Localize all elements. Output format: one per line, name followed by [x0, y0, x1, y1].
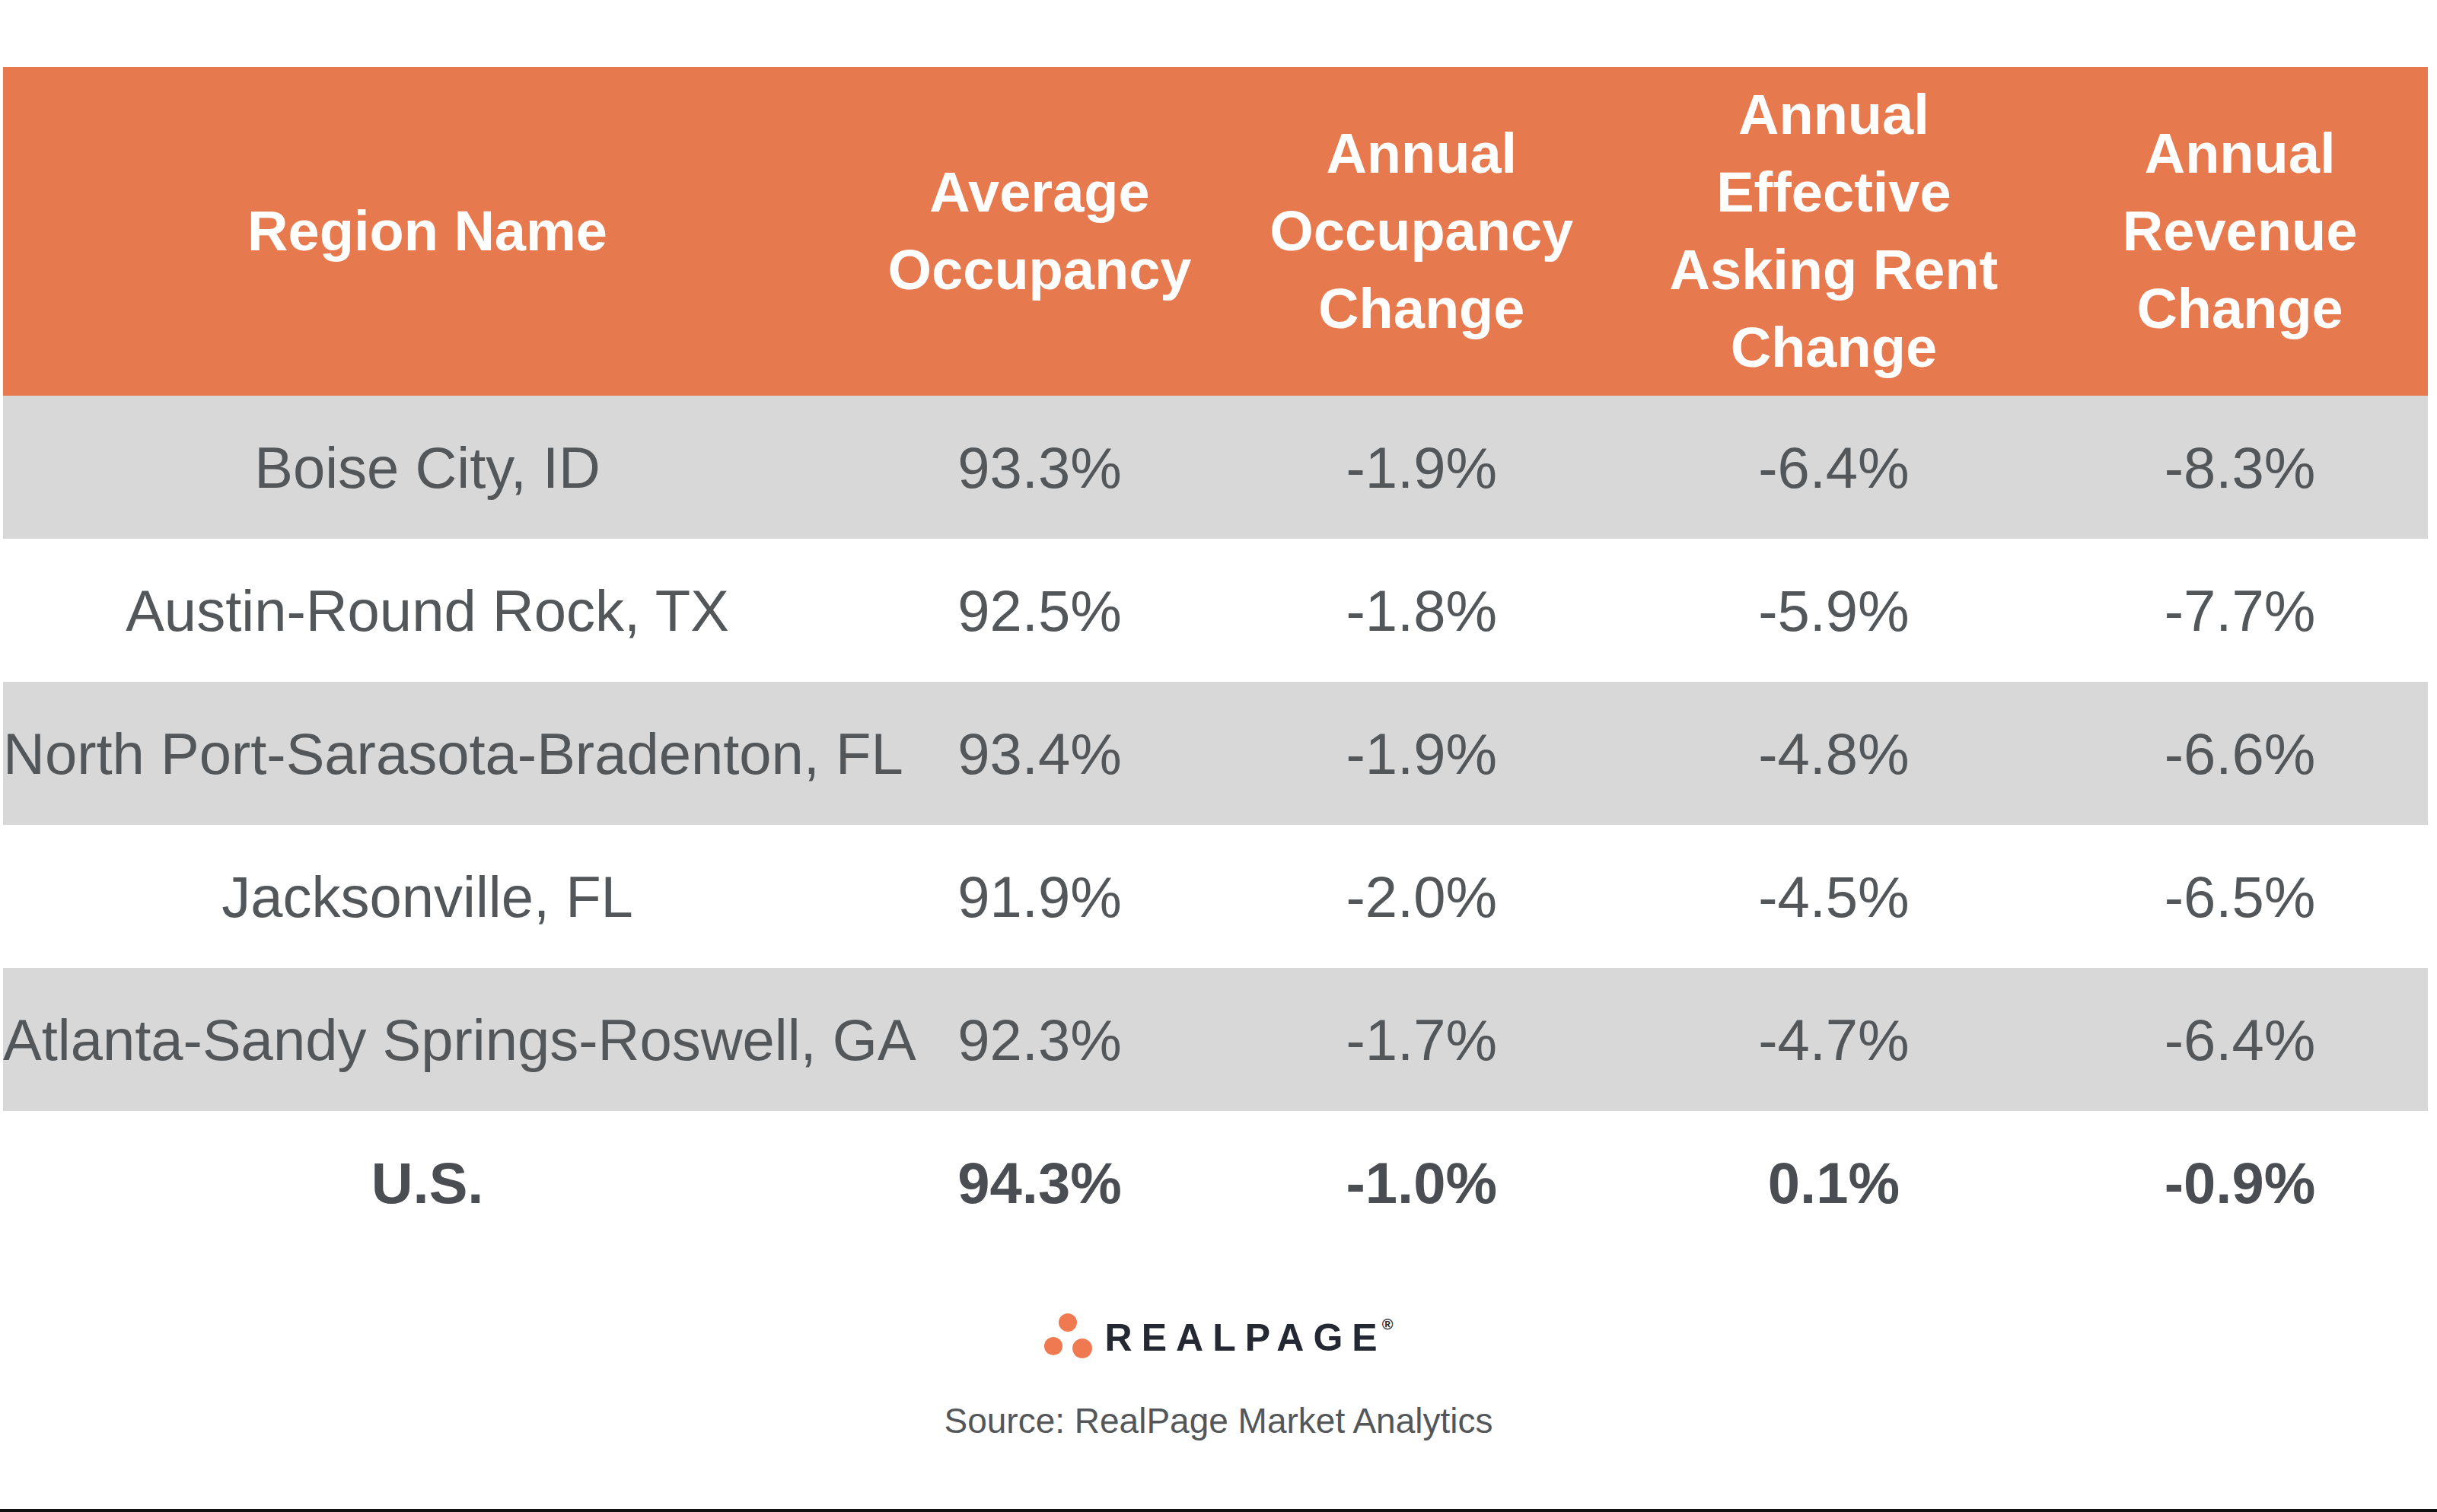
cell-revenue-change: -8.3% — [2052, 396, 2428, 539]
header-row: Region Name Average Occupancy Annual Occ… — [3, 67, 2428, 396]
cell-avg-occupancy: 92.5% — [852, 539, 1228, 682]
table-row: Atlanta-Sandy Springs-Roswell, GA 92.3% … — [3, 968, 2428, 1111]
table-row-us-total: U.S. 94.3% -1.0% 0.1% -0.9% — [3, 1111, 2428, 1254]
cell-occupancy-change: -1.8% — [1228, 539, 1616, 682]
cell-rent-change: -6.4% — [1616, 396, 2052, 539]
footer: REALPAGE® Source: RealPage Market Analyt… — [0, 1312, 2437, 1441]
column-header-occupancy-change: Annual Occupancy Change — [1228, 67, 1616, 396]
cell-revenue-change: -6.6% — [2052, 682, 2428, 825]
cell-rent-change: -4.7% — [1616, 968, 2052, 1111]
cell-occupancy-change: -1.0% — [1228, 1111, 1616, 1254]
cell-avg-occupancy: 94.3% — [852, 1111, 1228, 1254]
registered-trademark-symbol: ® — [1382, 1316, 1394, 1332]
realpage-dots-icon — [1044, 1313, 1093, 1359]
realpage-wordmark: REALPAGE® — [1105, 1316, 1394, 1357]
table-row: Jacksonville, FL 91.9% -2.0% -4.5% -6.5% — [3, 825, 2428, 968]
table-row: Austin-Round Rock, TX 92.5% -1.8% -5.9% … — [3, 539, 2428, 682]
column-header-revenue-change: Annual Revenue Change — [2052, 67, 2428, 396]
column-header-rent-change: Annual Effective Asking Rent Change — [1616, 67, 2052, 396]
top-margin — [0, 0, 2437, 67]
cell-region: Boise City, ID — [3, 396, 852, 539]
cell-region: North Port-Sarasota-Bradenton, FL — [3, 682, 852, 825]
realpage-logo: REALPAGE® — [1044, 1312, 1394, 1361]
market-report-graphic: Region Name Average Occupancy Annual Occ… — [0, 0, 2437, 1512]
cell-avg-occupancy: 93.4% — [852, 682, 1228, 825]
cell-rent-change: 0.1% — [1616, 1111, 2052, 1254]
cell-rent-change: -4.8% — [1616, 682, 2052, 825]
cell-occupancy-change: -1.9% — [1228, 682, 1616, 825]
cell-rent-change: -5.9% — [1616, 539, 2052, 682]
cell-revenue-change: -7.7% — [2052, 539, 2428, 682]
cell-revenue-change: -0.9% — [2052, 1111, 2428, 1254]
cell-avg-occupancy: 93.3% — [852, 396, 1228, 539]
table-row: Boise City, ID 93.3% -1.9% -6.4% -8.3% — [3, 396, 2428, 539]
column-header-avg-occupancy: Average Occupancy — [852, 67, 1228, 396]
cell-revenue-change: -6.4% — [2052, 968, 2428, 1111]
cell-occupancy-change: -1.9% — [1228, 396, 1616, 539]
market-table: Region Name Average Occupancy Annual Occ… — [3, 67, 2428, 1254]
cell-region: U.S. — [3, 1111, 852, 1254]
cell-occupancy-change: -2.0% — [1228, 825, 1616, 968]
cell-revenue-change: -6.5% — [2052, 825, 2428, 968]
cell-rent-change: -4.5% — [1616, 825, 2052, 968]
source-attribution: Source: RealPage Market Analytics — [944, 1400, 1492, 1441]
table-row: North Port-Sarasota-Bradenton, FL 93.4% … — [3, 682, 2428, 825]
cell-occupancy-change: -1.7% — [1228, 968, 1616, 1111]
realpage-wordmark-text: REALPAGE — [1105, 1316, 1387, 1359]
table-header: Region Name Average Occupancy Annual Occ… — [3, 67, 2428, 396]
column-header-region: Region Name — [3, 67, 852, 396]
bottom-rule — [0, 1509, 2437, 1512]
cell-region: Austin-Round Rock, TX — [3, 539, 852, 682]
cell-region: Atlanta-Sandy Springs-Roswell, GA — [3, 968, 852, 1111]
cell-region: Jacksonville, FL — [3, 825, 852, 968]
cell-avg-occupancy: 91.9% — [852, 825, 1228, 968]
